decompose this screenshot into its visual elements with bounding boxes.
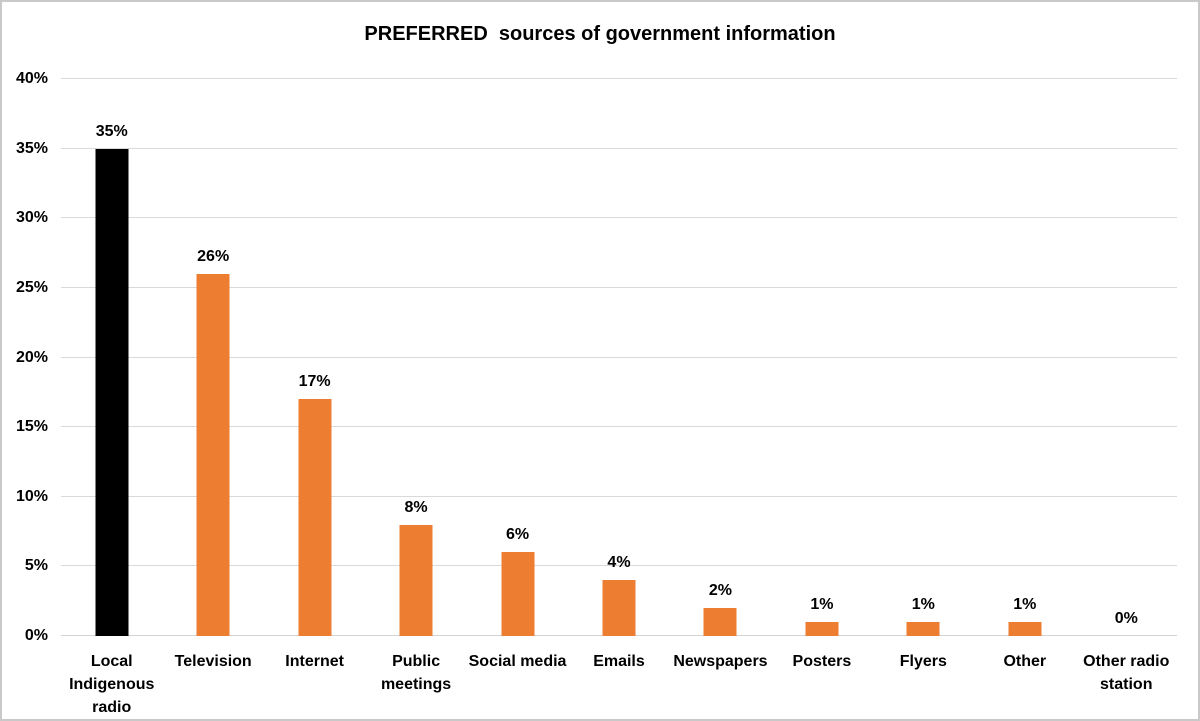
gridline (61, 286, 1177, 288)
category-label: Social media (468, 653, 567, 670)
bar (95, 148, 129, 636)
gridline (61, 147, 1177, 149)
y-tick-label: 5% (24, 557, 48, 575)
category-label: Flyers (899, 653, 947, 670)
bar (906, 622, 940, 636)
y-tick-label: 20% (15, 348, 48, 366)
bar-value-label: 4% (607, 554, 631, 572)
gridline (61, 565, 1177, 567)
category-label: Television (174, 653, 252, 670)
bar-column: 26% (162, 79, 263, 636)
bar-value-label: 6% (505, 526, 530, 544)
y-tick-label: 25% (15, 278, 48, 296)
bar-column: 4% (568, 79, 669, 636)
chart-title: PREFERRED sources of government informat… (364, 23, 836, 45)
bar-value-label: 26% (197, 247, 230, 265)
bar-value-label: 1% (810, 596, 834, 614)
bar-value-label: 1% (911, 596, 935, 614)
gridline (61, 356, 1177, 358)
bar-column: 2% (670, 79, 771, 636)
y-axis-tick-labels: 0% 5% 10% 15% 20% 25% 30% 35% 40% (2, 71, 48, 644)
bar (703, 608, 737, 636)
bar-value-label: 17% (298, 373, 331, 391)
gridline (61, 78, 1177, 79)
category-label: Emails (593, 653, 645, 670)
bar (196, 273, 230, 636)
y-tick-label: 30% (15, 209, 48, 227)
category-label: Other radio station (1083, 653, 1170, 693)
bars-layer: 35% 26% 17% 8% 6% 4% 2% 1% 1% 1% 0% (61, 79, 1177, 636)
x-axis-category-labels: Local Indigenous radio Television Internet… (61, 650, 1177, 719)
category-label: Posters (792, 653, 852, 670)
category-label: Newspapers (673, 653, 768, 670)
bar-column: 8% (365, 79, 466, 636)
y-tick-label: 0% (24, 627, 48, 644)
y-tick-label: 35% (15, 139, 48, 157)
bar-column: 1% (974, 79, 1075, 636)
gridline (61, 495, 1177, 497)
bar-column: 6% (467, 79, 568, 636)
bar-value-label: 1% (1013, 596, 1037, 614)
category-label: Public meetings (380, 653, 452, 693)
bar (501, 552, 535, 636)
bar-value-label: 0% (1114, 610, 1138, 627)
bar (602, 580, 636, 636)
gridline (61, 217, 1177, 219)
bar-column: 35% (61, 79, 162, 636)
y-tick-label: 40% (15, 70, 48, 87)
category-label: Local Indigenous radio (69, 653, 155, 716)
category-label: Internet (285, 653, 344, 670)
bar-column: 1% (873, 79, 974, 636)
bar (805, 622, 839, 636)
gridline (61, 426, 1177, 428)
bar-column: 1% (771, 79, 872, 636)
plot-area: 35% 26% 17% 8% 6% 4% 2% 1% 1% 1% 0% (61, 78, 1177, 636)
y-tick-label: 10% (15, 487, 48, 505)
y-tick-label: 15% (15, 418, 48, 436)
bar-column: 17% (264, 79, 365, 636)
bar-value-label: 35% (95, 122, 128, 140)
bar-value-label: 8% (404, 498, 428, 516)
bar-value-label: 2% (708, 582, 732, 600)
bar (298, 399, 332, 636)
bar (399, 524, 433, 636)
bar-column: 0% (1076, 79, 1177, 636)
category-label: Other (1003, 653, 1047, 670)
bar (1008, 622, 1042, 636)
